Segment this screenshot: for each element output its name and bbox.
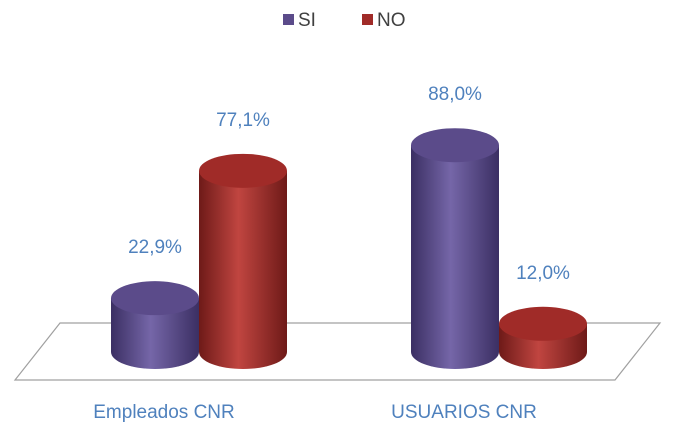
value-label: 22,9%: [128, 237, 182, 258]
cylinder: [411, 145, 499, 369]
value-label: 12,0%: [516, 263, 570, 284]
x-tick-label: Empleados CNR: [93, 402, 235, 423]
legend-label: NO: [377, 10, 406, 31]
legend-swatch: [362, 14, 373, 25]
legend-swatch: [283, 14, 294, 25]
value-label: 88,0%: [428, 84, 482, 105]
cylinder: [199, 170, 287, 369]
cylinder-top: [199, 153, 287, 188]
x-tick-label: USUARIOS CNR: [391, 402, 537, 423]
cylinder-top: [111, 281, 199, 316]
cylinder-top: [411, 128, 499, 163]
legend-label: SI: [298, 10, 316, 31]
value-label: 77,1%: [216, 110, 270, 131]
cylinder: [111, 298, 199, 369]
cylinder-top: [499, 306, 587, 341]
